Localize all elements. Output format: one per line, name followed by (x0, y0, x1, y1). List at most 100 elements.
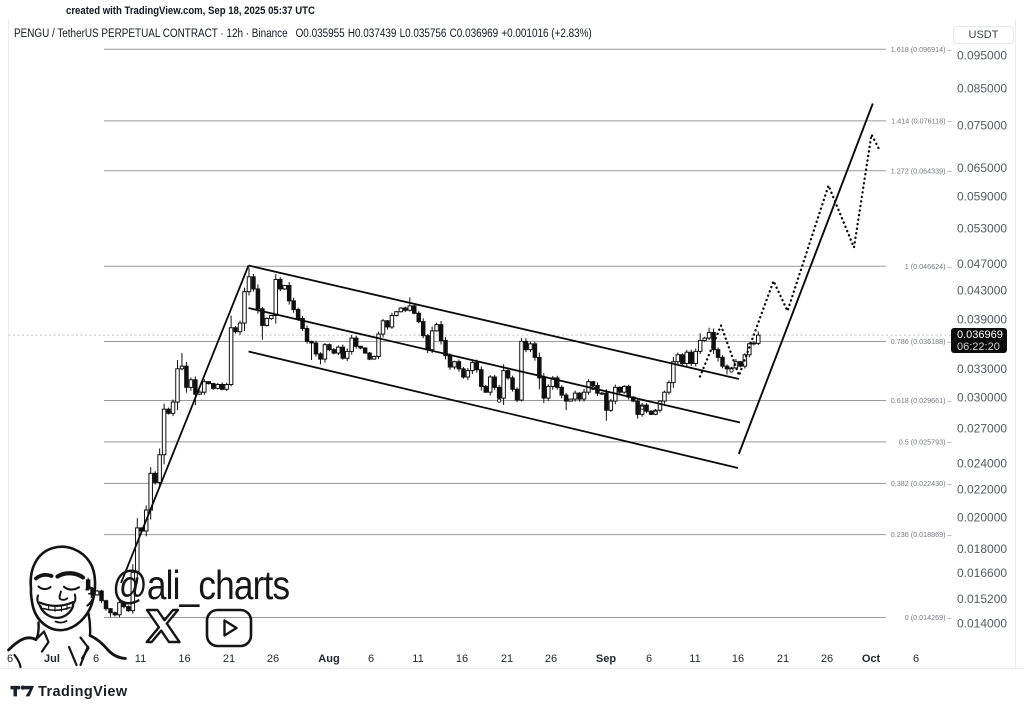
candle (671, 356, 676, 388)
doji-marker (639, 405, 645, 410)
bar-countdown: 06:22:20 (957, 341, 1000, 353)
candle (680, 353, 685, 367)
candle (282, 284, 287, 291)
candle (479, 366, 484, 391)
fib-label-1.618: 1.618 (0.096914) – (891, 45, 952, 54)
time-axis-label: 26 (545, 653, 557, 665)
channel-lower-line[interactable] (248, 350, 739, 469)
price-axis[interactable]: 0.095000 0.085000 0.075000 0.065000 0.059000… (957, 48, 1007, 630)
candle (117, 600, 122, 618)
fib-label-0.236: 0.236 (0.018869) – (891, 530, 952, 539)
x-icon (145, 608, 181, 644)
price-axis-label: 0.059000 (957, 190, 1007, 204)
time-axis[interactable]: 6 Jul 6 11 16 21 26 Aug 6 11 16 21 26 Sep 6 11 16 21 26 Oct… (7, 653, 919, 665)
candle (706, 327, 712, 341)
candle (273, 274, 279, 324)
ohlc-H: H0.037439 (347, 26, 397, 40)
price-axis-label: 0.024000 (957, 456, 1007, 470)
candle (358, 345, 363, 350)
candle (175, 359, 180, 411)
time-axis-label: 6 (368, 653, 374, 665)
price-axis-label: 0.095000 (957, 48, 1007, 62)
candle (389, 312, 395, 329)
candle (99, 589, 104, 604)
candle (429, 326, 435, 353)
time-axis-label: 6 (93, 653, 99, 665)
fib-label-0.786: 0.786 (0.036188) – (891, 337, 952, 346)
candle (362, 347, 368, 354)
candle (161, 403, 167, 465)
candle (702, 336, 707, 342)
candle (219, 382, 225, 391)
candle (532, 341, 538, 361)
ohlc-O: O0.035955 (295, 26, 345, 40)
fib-label-0.618: 0.618 (0.029661) – (891, 396, 952, 405)
price-axis-label: 0.016600 (957, 566, 1007, 580)
candle (233, 326, 238, 334)
chart-drawings[interactable] (120, 103, 881, 584)
price-axis-label: 0.075000 (957, 119, 1007, 133)
channel-upper-line[interactable] (248, 264, 740, 380)
candle (541, 373, 547, 404)
pane-borders (0, 20, 1024, 669)
time-axis-label: 11 (689, 653, 700, 665)
candle (412, 304, 417, 315)
candle (514, 387, 520, 403)
candle (215, 382, 220, 390)
candle (367, 351, 372, 361)
candle (492, 374, 497, 390)
last-price: 0.036969 (957, 329, 1003, 341)
time-axis-label: 16 (732, 653, 744, 665)
currency-toggle[interactable]: USDT (953, 26, 1014, 44)
candle (420, 318, 426, 339)
candle (635, 397, 640, 419)
candle (452, 360, 457, 370)
time-axis-label: 16 (178, 653, 190, 665)
candle (304, 325, 310, 344)
candle (675, 352, 681, 365)
candle (487, 375, 493, 396)
candle (345, 348, 350, 362)
time-axis-label: 26 (267, 653, 279, 665)
candle (697, 333, 703, 355)
candle (644, 403, 649, 414)
time-axis-label: 21 (223, 653, 235, 665)
channel-middle-line[interactable] (248, 307, 741, 424)
candle (590, 381, 596, 386)
candle (559, 385, 564, 399)
candle (470, 359, 475, 374)
candle (112, 611, 118, 617)
candle (528, 341, 533, 353)
breakout-line[interactable] (737, 103, 874, 455)
candle (443, 337, 448, 360)
price-axis-label: 0.014000 (957, 616, 1007, 630)
price-axis-label: 0.018000 (957, 542, 1007, 556)
symbol-title[interactable]: PENGU / TetherUS PERPETUAL CONTRACT · 12… (14, 26, 288, 40)
fib-label-0.382: 0.382 (0.022430) – (891, 479, 952, 488)
candle (398, 307, 404, 313)
candle (103, 599, 109, 611)
fib-retracement[interactable]: 1.618 (0.096914) – 1.414 (0.076118) – 1.27… (104, 45, 952, 622)
chart-legend[interactable]: PENGU / TetherUS PERPETUAL CONTRACT · 12… (14, 26, 592, 40)
price-axis-label: 0.022000 (957, 482, 1007, 496)
candle (604, 389, 609, 421)
candle (380, 318, 386, 338)
doji-marker (653, 410, 658, 415)
candle (255, 284, 261, 314)
candle (166, 407, 171, 415)
projection-path[interactable] (698, 133, 881, 378)
candle (340, 344, 346, 360)
candle (269, 314, 274, 321)
price-axis-label: 0.030000 (957, 390, 1007, 404)
candle (135, 518, 140, 584)
time-axis-label: 11 (412, 653, 423, 665)
uptrend-line[interactable] (120, 265, 250, 584)
candle (309, 340, 314, 360)
candle (407, 297, 413, 312)
candle (662, 390, 667, 404)
candle (563, 392, 569, 411)
ohlc-C: C0.036969 (449, 26, 499, 40)
time-axis-label: 21 (501, 653, 513, 665)
